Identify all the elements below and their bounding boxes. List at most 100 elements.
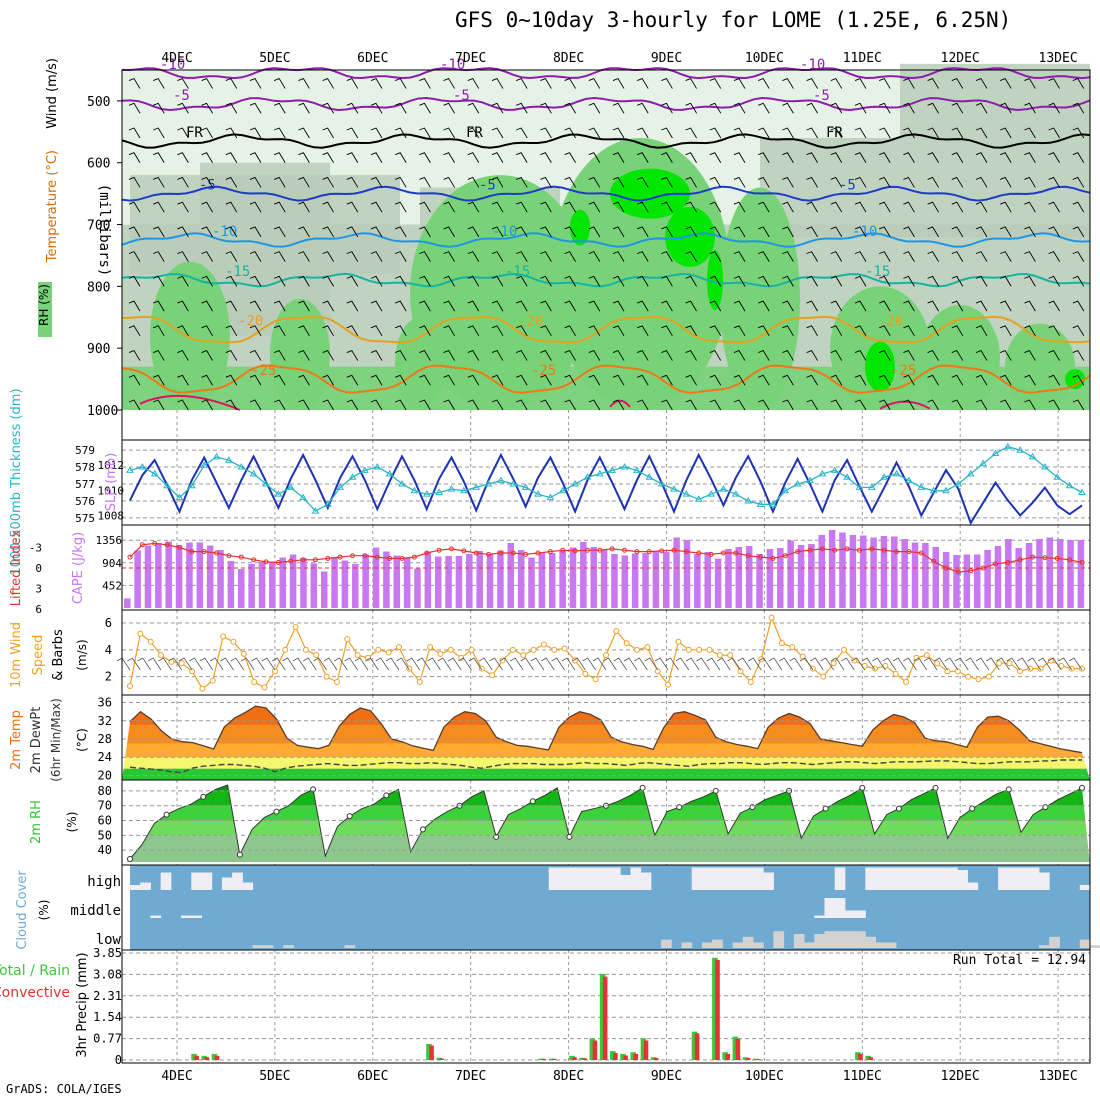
- isotherm-label: -15: [505, 264, 530, 280]
- isotherm-label: -15: [865, 264, 890, 280]
- cloud-cell-middle: [844, 910, 856, 918]
- thickness-marker: [867, 483, 876, 490]
- wind-barb: [975, 349, 988, 361]
- wind-barb: [128, 127, 141, 139]
- panel-frame: [121, 69, 1091, 441]
- wind-barb: [322, 300, 334, 312]
- lifted-index-marker: [164, 542, 170, 548]
- wind-barb: [1024, 127, 1036, 139]
- wind-barb: [1024, 77, 1036, 89]
- cape-bar: [248, 564, 255, 608]
- wind-barb: [274, 201, 286, 213]
- wind-barb: [346, 226, 359, 238]
- wind-barb: [153, 300, 165, 312]
- cape-bar: [217, 550, 224, 608]
- isotherm-label: -10: [800, 57, 825, 73]
- cloud-cell-high: [957, 870, 968, 890]
- thickness-marker: [311, 507, 320, 514]
- wind-barb: [1024, 374, 1036, 386]
- wind-barb: [443, 399, 455, 411]
- wind-barb: [1072, 102, 1085, 114]
- wind-speed-marker: [468, 646, 475, 653]
- wind-barb: [201, 374, 213, 386]
- wind-barb: [1072, 77, 1085, 89]
- wind-barb: [854, 300, 867, 312]
- thickness-marker: [954, 480, 963, 487]
- precip-convective-bar: [868, 1057, 873, 1060]
- wind-barb: [927, 201, 939, 213]
- wind-barb: [588, 77, 601, 89]
- wind-barb: [395, 275, 407, 287]
- y-tick-label-upper: 800: [87, 280, 110, 295]
- thickness-marker: [719, 485, 728, 492]
- wind-barb: [516, 325, 528, 337]
- wind-barb: [685, 127, 697, 139]
- wind-speed-marker: [1016, 668, 1023, 675]
- thickness-marker: [966, 469, 975, 477]
- lifted-index-marker: [634, 549, 640, 555]
- thickness-marker: [744, 496, 753, 504]
- wind-barb-10m: [354, 657, 369, 671]
- cape-bar: [1056, 539, 1064, 608]
- wind-barb: [322, 127, 334, 139]
- wind-barb: [395, 251, 407, 262]
- cloud-cell-high: [1028, 867, 1040, 890]
- lifted-index-marker: [560, 547, 566, 553]
- wind-barb: [153, 176, 165, 188]
- cloud-cell-middle: [181, 915, 192, 918]
- thickness-marker: [410, 486, 419, 494]
- precip-total-bar: [538, 1058, 545, 1060]
- precip-total-bar: [732, 1036, 739, 1060]
- wind-barb: [1000, 349, 1012, 361]
- wind-barb: [419, 325, 431, 337]
- cape-bar: [932, 547, 940, 608]
- cloud-cell-low: [885, 942, 897, 948]
- cloud-cell-high: [752, 867, 764, 890]
- wind-barb: [612, 325, 625, 337]
- wind-barb: [153, 77, 165, 89]
- y-tick-label-upper: 900: [87, 342, 110, 357]
- wind-barb: [782, 152, 794, 163]
- wind-barb: [612, 251, 625, 262]
- precip-convective-bar: [694, 1033, 700, 1060]
- wind-barb: [951, 399, 964, 411]
- wind-barb: [564, 102, 576, 114]
- cape-bar: [238, 569, 245, 608]
- wind-barb-10m: [799, 657, 814, 671]
- wind-barb: [467, 176, 480, 188]
- wind-barb: [685, 176, 697, 188]
- wind-speed-marker: [582, 670, 589, 677]
- wind-barb-10m: [510, 657, 524, 671]
- thickness-marker: [620, 463, 629, 470]
- wind-barb: [927, 300, 939, 312]
- precip-convective-bar: [653, 1058, 659, 1060]
- wind-barb: [975, 226, 988, 238]
- rh-marker: [200, 793, 207, 800]
- y-tick-label-precip: 1.54: [93, 1010, 122, 1024]
- wind-barb: [1024, 325, 1036, 337]
- wind-barb: [540, 399, 552, 411]
- wind-barb-10m: [685, 657, 700, 671]
- wind-barb: [516, 251, 528, 262]
- precip-convective-bar: [735, 1038, 741, 1060]
- wind-barb: [1072, 300, 1085, 312]
- wind-speed-marker: [178, 660, 185, 667]
- lifted-index-marker: [931, 558, 937, 564]
- wind-barb: [225, 152, 238, 163]
- thickness-marker: [558, 486, 567, 494]
- wind-barb: [637, 374, 649, 386]
- wind-barb: [637, 251, 649, 262]
- wind-barb: [467, 102, 480, 114]
- wind-barb: [516, 77, 528, 89]
- thickness-marker: [336, 483, 345, 490]
- wind-barb: [879, 251, 891, 262]
- cloud-cell-high: [242, 882, 254, 890]
- cloud-cell-low: [752, 942, 764, 948]
- wind-barb: [951, 300, 964, 312]
- precip-convective-bar: [633, 1053, 639, 1060]
- precip-convective-bar: [602, 976, 608, 1060]
- wind-barb: [249, 176, 262, 188]
- wind-barb: [951, 102, 964, 114]
- rh-marker: [969, 805, 976, 812]
- thickness-marker: [818, 469, 827, 477]
